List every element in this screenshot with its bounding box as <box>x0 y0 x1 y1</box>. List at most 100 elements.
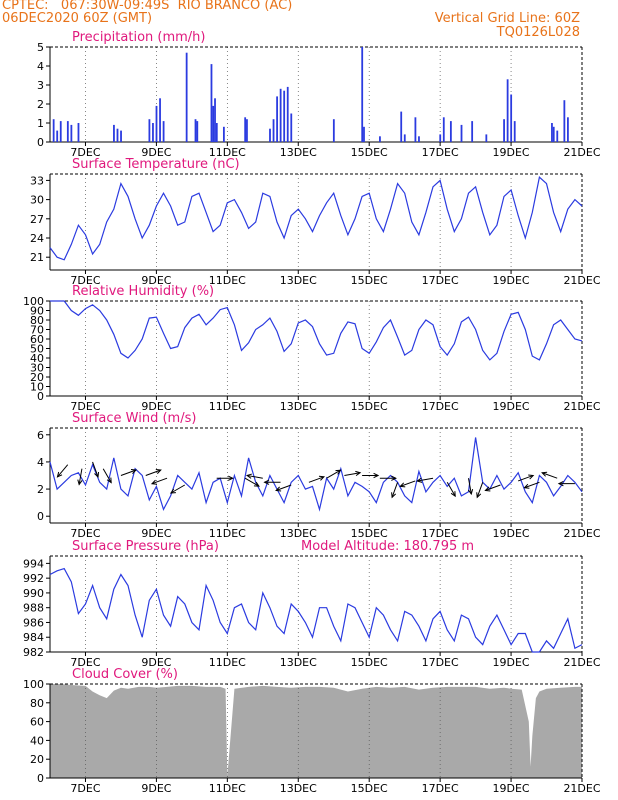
x-tick-label: 21DEC <box>563 400 600 413</box>
x-tick-label: 19DEC <box>493 656 530 669</box>
x-tick-label: 13DEC <box>280 400 317 413</box>
precip-bar <box>152 123 154 142</box>
y-tick-label: 27 <box>30 213 44 226</box>
wind-vector-head <box>373 472 380 479</box>
header-grid-note: Vertical Grid Line: 60Z <box>434 11 580 26</box>
panel-title-wind: Surface Wind (m/s) <box>72 411 196 426</box>
wind-vector-head <box>467 489 474 496</box>
wind-vector-head <box>245 473 252 479</box>
y-tick-label: 90 <box>30 305 44 318</box>
wind-vector-head <box>541 471 548 477</box>
wind-vector <box>400 480 416 487</box>
x-tick-label: 19DEC <box>493 400 530 413</box>
wind-vector <box>326 469 341 479</box>
header-product-code: TQ0126L028 <box>496 25 580 40</box>
wind-vector-head <box>56 471 63 478</box>
precip-bar <box>556 130 559 142</box>
y-tick-label: 0 <box>37 772 44 785</box>
wind-vector-head <box>484 486 491 492</box>
y-tick-label: 1 <box>37 117 44 130</box>
precip-bar <box>59 121 62 142</box>
wind-vector <box>417 477 434 482</box>
y-tick-label: 30 <box>30 362 44 375</box>
y-tick-label: 20 <box>30 371 44 384</box>
y-tick-label: 2 <box>37 483 44 496</box>
x-tick-label: 15DEC <box>351 146 388 159</box>
wind-vector <box>102 468 112 483</box>
wind-vector-head <box>275 486 282 492</box>
y-tick-label: 0 <box>37 136 44 149</box>
x-tick-label: 11DEC <box>209 400 246 413</box>
x-tick-label: 21DEC <box>563 146 600 159</box>
wind-vector-head <box>77 479 83 486</box>
precip-bar <box>567 117 569 142</box>
wind-vector-head <box>523 483 530 489</box>
y-tick-label: 21 <box>30 251 44 264</box>
wind-vector <box>391 482 399 498</box>
precip-bar <box>460 124 463 142</box>
wind-vector-head <box>335 469 342 475</box>
x-tick-label: 19DEC <box>493 274 530 287</box>
y-tick-label: 0 <box>37 390 44 403</box>
x-tick-label: 17DEC <box>422 656 459 669</box>
y-tick-label: 2 <box>37 98 44 111</box>
precip-bar <box>449 121 452 142</box>
x-tick-label: 11DEC <box>209 146 246 159</box>
wind-vector-head <box>106 477 112 484</box>
wind-vector-head <box>318 475 326 481</box>
panel-temp: Surface Temperature (nC) 21 24 27 30 33 7DEC 9D… <box>30 157 601 287</box>
wind-vector <box>92 461 99 478</box>
x-tick-label: 19DEC <box>493 782 530 795</box>
x-tick-label: 9DEC <box>141 274 171 287</box>
precip-bar <box>269 128 271 142</box>
precip-bar <box>215 123 218 142</box>
precip-bar <box>212 105 215 142</box>
panel-precip: Precipitation (mm/h) 0 1 2 3 4 5 7DEC 9DEC 11DEC 1… <box>37 30 601 159</box>
precip-bar <box>361 47 364 142</box>
precip-bar <box>503 119 505 142</box>
precip-bar <box>185 52 188 143</box>
precip-bar <box>148 119 151 142</box>
wind-vector-head <box>94 471 100 479</box>
precip-bar <box>414 117 417 142</box>
panel-rh: Relative Humidity (%) 0102030405060708090… <box>23 284 601 413</box>
y-tick-label: 70 <box>30 324 44 337</box>
y-tick-label: 5 <box>37 41 44 54</box>
precip-bar <box>222 126 225 142</box>
wind-vector <box>151 477 168 485</box>
x-tick-label: 11DEC <box>209 782 246 795</box>
wind-vector-head <box>150 479 158 485</box>
precip-bar <box>286 86 289 142</box>
precip-bar <box>272 119 275 142</box>
y-tick-label: 100 <box>23 295 44 308</box>
y-tick-label: 3 <box>37 79 44 92</box>
panel-title-temp: Surface Temperature (nC) <box>72 157 240 172</box>
precip-bar <box>552 126 555 142</box>
x-tick-label: 11DEC <box>209 274 246 287</box>
x-tick-label: 13DEC <box>280 146 317 159</box>
x-tick-label: 13DEC <box>280 656 317 669</box>
y-tick-label: 988 <box>23 602 44 615</box>
x-tick-label: 7DEC <box>70 146 100 159</box>
x-tick-label: 21DEC <box>563 527 600 540</box>
y-tick-label: 20 <box>30 753 44 766</box>
x-tick-label: 9DEC <box>141 527 171 540</box>
wind-vector-head <box>355 470 362 477</box>
wind-vector-head <box>476 492 482 499</box>
y-tick-label: 4 <box>37 456 44 469</box>
y-tick-label: 40 <box>30 352 44 365</box>
x-tick-label: 13DEC <box>280 782 317 795</box>
x-tick-label: 11DEC <box>209 527 246 540</box>
y-tick-label: 0 <box>37 510 44 523</box>
y-tick-label: 990 <box>23 587 44 600</box>
y-tick-label: 992 <box>23 572 44 585</box>
wind-vector-head <box>416 477 423 483</box>
y-tick-label: 80 <box>30 314 44 327</box>
y-tick-label: 4 <box>37 60 44 73</box>
precip-bar <box>283 90 286 142</box>
x-tick-label: 9DEC <box>141 400 171 413</box>
wind-vector-head <box>399 482 406 488</box>
precip-bar <box>510 94 513 142</box>
precip-bar <box>485 134 488 142</box>
y-tick-label: 6 <box>37 429 44 442</box>
